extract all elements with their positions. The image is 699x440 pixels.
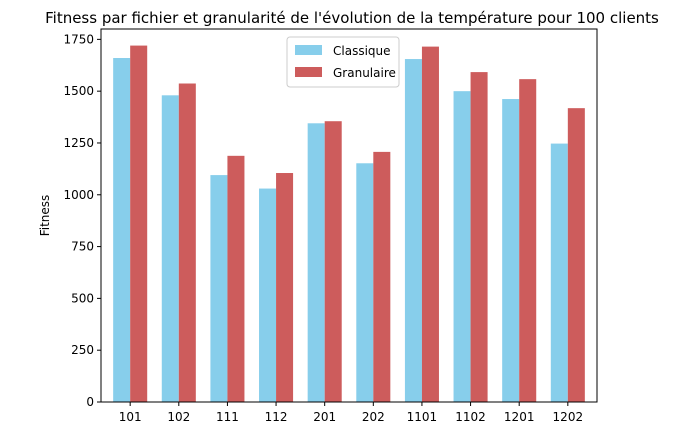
y-tick-label: 0: [86, 395, 94, 409]
y-axis-title: Fitness: [38, 195, 52, 237]
bar-classique-112: [259, 188, 277, 402]
x-tick-label: 101: [119, 410, 142, 424]
legend-swatch-granulaire: [295, 67, 322, 77]
bar-classique-111: [210, 175, 228, 402]
bar-granulaire-1102: [470, 72, 488, 402]
y-tick-label: 500: [71, 291, 94, 305]
y-tick-label: 1250: [63, 136, 94, 150]
y-tick-label: 1500: [63, 84, 94, 98]
bar-granulaire-112: [276, 173, 294, 402]
bar-granulaire-102: [178, 83, 196, 402]
x-tick-label: 1101: [407, 410, 438, 424]
x-tick-label: 1202: [553, 410, 584, 424]
legend-label-granulaire: Granulaire: [333, 66, 396, 80]
bar-classique-202: [356, 163, 374, 402]
legend: Classique Granulaire: [286, 36, 400, 88]
bar-granulaire-1202: [567, 108, 585, 402]
y-tick-label: 750: [71, 240, 94, 254]
y-tick-label: 1000: [63, 188, 94, 202]
bar-granulaire-101: [130, 45, 148, 402]
legend-label-classique: Classique: [333, 44, 391, 58]
bar-granulaire-1101: [421, 46, 439, 403]
bar-granulaire-1201: [519, 79, 537, 403]
chart-title: Fitness par fichier et granularité de l'…: [45, 9, 659, 27]
bar-classique-201: [307, 123, 325, 402]
x-tick-label: 112: [265, 410, 288, 424]
x-tick-label: 102: [167, 410, 190, 424]
axes-layer: 0 250 500 750 1000 1250 1500 1750 101 102 111 112 20…: [63, 28, 598, 424]
legend-swatch-classique: [295, 45, 322, 55]
y-tick-label: 1750: [63, 32, 94, 46]
bar-classique-1201: [502, 99, 520, 402]
bar-classique-1102: [453, 91, 471, 403]
x-tick-label: 1102: [455, 410, 486, 424]
bar-granulaire-111: [227, 155, 245, 402]
bar-granulaire-201: [324, 121, 342, 403]
x-tick-label: 202: [362, 410, 385, 424]
x-tick-label: 1201: [504, 410, 535, 424]
bar-granulaire-202: [373, 151, 391, 402]
plot-frame: [100, 28, 598, 403]
y-tick-label: 250: [71, 343, 94, 357]
bar-classique-102: [161, 95, 179, 402]
bar-classique-1202: [550, 143, 568, 402]
bar-classique-1101: [404, 59, 422, 403]
x-tick-label: 201: [313, 410, 336, 424]
x-tick-label: 111: [216, 410, 239, 424]
bar-classique-101: [113, 58, 131, 402]
bars-layer: [113, 45, 585, 403]
